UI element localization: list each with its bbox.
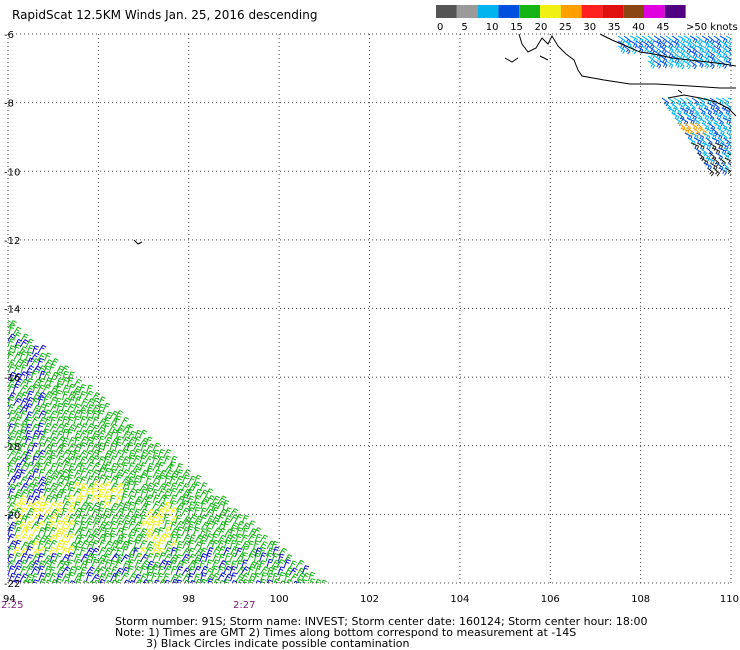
- coastline: [133, 33, 737, 245]
- legend-unit-label: >50 knots: [686, 22, 738, 33]
- legend-tick-label: 40: [632, 22, 645, 33]
- latitude-tick-label: -20: [4, 510, 20, 521]
- latitude-tick-label: -14: [4, 305, 20, 316]
- wind-vectors: [8, 35, 731, 583]
- legend-swatch: [540, 5, 561, 18]
- legend-tick-label: 5: [461, 22, 467, 33]
- latitude-tick-label: -6: [4, 30, 14, 41]
- legend-swatch: [664, 5, 686, 18]
- legend-swatch: [477, 5, 499, 18]
- longitude-tick-label: 106: [541, 594, 560, 605]
- time-label-end: 2:27: [233, 600, 256, 611]
- legend-tick-label: 0: [437, 22, 443, 33]
- legend-swatch: [498, 5, 520, 18]
- storm-info-line: Storm number: 91S; Storm name: INVEST; S…: [115, 615, 648, 628]
- graticule: [7, 33, 732, 584]
- note-line-1: Note: 1) Times are GMT 2) Times along bo…: [115, 626, 577, 639]
- legend-tick-label: 20: [535, 22, 548, 33]
- latitude-tick-label: -12: [4, 236, 20, 247]
- latitude-tick-label: -10: [4, 167, 20, 178]
- latitude-tick-label: -18: [4, 442, 20, 453]
- legend-swatch: [560, 5, 582, 18]
- legend-tick-label: 35: [608, 22, 621, 33]
- wind-map: 94 96 98 100 102 104 106 108 110 -6 -8 -10 -12 -14 -16…: [3, 30, 739, 605]
- longitude-tick-label: 96: [92, 594, 105, 605]
- latitude-tick-label: -16: [4, 373, 20, 384]
- note-line-2: 3) Black Circles indicate possible conta…: [146, 637, 410, 650]
- legend-swatch: [581, 5, 603, 18]
- longitude-tick-label: 108: [631, 594, 650, 605]
- legend-swatch: [623, 5, 644, 18]
- longitude-tick-label: 110: [720, 594, 739, 605]
- legend-tick-label: 10: [486, 22, 499, 33]
- legend-swatch: [519, 5, 540, 18]
- figure-title: RapidScat 12.5KM Winds Jan. 25, 2016 des…: [12, 8, 318, 22]
- legend-swatch: [602, 5, 624, 18]
- legend-swatch: [644, 5, 665, 18]
- legend-tick-label: 25: [559, 22, 572, 33]
- longitude-tick-label: 94: [3, 594, 16, 605]
- wind-speed-color-legend: 0 5 10 15 20 25 30 35 40 45 >50 knots: [436, 5, 738, 33]
- time-label-start: 2:25: [1, 600, 24, 611]
- longitude-tick-label: 102: [360, 594, 379, 605]
- legend-swatch: [456, 5, 478, 18]
- longitude-tick-label: 104: [450, 594, 469, 605]
- latitude-tick-label: -22: [4, 579, 20, 590]
- longitude-tick-label: 100: [270, 594, 289, 605]
- legend-tick-label: 15: [510, 22, 523, 33]
- legend-swatch: [436, 5, 457, 18]
- longitude-tick-label: 98: [182, 594, 195, 605]
- legend-tick-label: 30: [583, 22, 596, 33]
- latitude-tick-label: -8: [4, 99, 14, 110]
- legend-tick-label: 45: [657, 22, 670, 33]
